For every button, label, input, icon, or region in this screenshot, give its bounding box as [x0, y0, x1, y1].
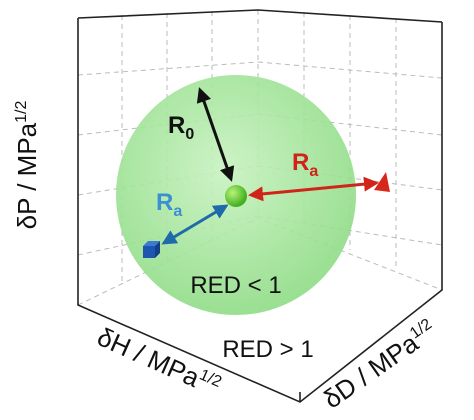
dp-axis-label: δP / MPa1/2 [12, 101, 42, 230]
dp-text: δP / MPa [12, 122, 42, 229]
ra-red-text: R [292, 149, 309, 176]
inside-label: RED < 1 [190, 272, 281, 299]
ra-blue-label: Ra [156, 189, 182, 220]
outside-label: RED > 1 [222, 336, 313, 363]
center-ball [225, 185, 247, 207]
dp-exp: 1/2 [13, 101, 30, 123]
ra-blue-arrow [161, 204, 229, 245]
ra-blue-sub: a [173, 203, 182, 220]
r0-sub: 0 [185, 126, 194, 143]
dd-axis-label: δD / MPa1/2 [318, 315, 442, 415]
dd-text: δD / MPa [318, 327, 424, 414]
red-cone [374, 172, 390, 192]
dh-axis-label: δH / MPa1/2 [93, 322, 225, 403]
ra-red-sub: a [309, 163, 318, 180]
ra-blue-text: R [156, 189, 173, 216]
ra-red-label: Ra [292, 149, 318, 180]
ra-red-arrow [248, 176, 379, 202]
dh-text: δH / MPa [93, 322, 205, 394]
box-edges [77, 9, 443, 403]
r0-arrow [196, 87, 235, 182]
blue-cube [143, 241, 160, 258]
r0-label: R0 [168, 112, 194, 143]
r0-text: R [168, 112, 185, 139]
